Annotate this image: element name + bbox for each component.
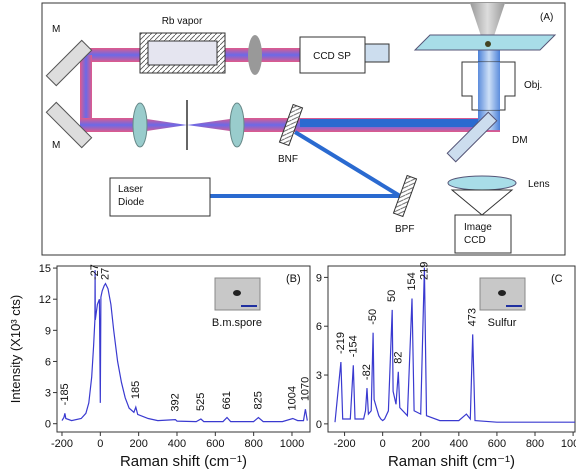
x-tick-label: 0	[97, 438, 103, 450]
lens	[230, 103, 244, 147]
x-tick-label: 400	[450, 438, 468, 450]
camera	[455, 215, 511, 253]
x-axis-label: Raman shift (cm⁻¹)	[120, 453, 247, 470]
lens	[133, 103, 147, 147]
y-tick-label: 6	[316, 321, 322, 333]
chart: 0 3 6 9 -200 0 200 400 600 800 1000 -219-154-82 -50 5…	[316, 262, 576, 470]
spectrum	[62, 270, 307, 422]
peak-label: -219	[335, 332, 347, 354]
peak-label: 392	[169, 393, 181, 411]
y-tick-label: 0	[45, 419, 51, 431]
y-tick-label: 3	[316, 370, 322, 382]
y-tick-label: 3	[45, 388, 51, 400]
x-axis-label: Raman shift (cm⁻¹)	[388, 453, 515, 470]
peak-label: 1004	[287, 386, 299, 410]
x-tick-label: 1000	[561, 438, 576, 450]
peak-label: 825	[252, 391, 264, 409]
x-tick-label: -200	[51, 438, 73, 450]
x-tick-label: 0	[380, 438, 386, 450]
beam	[300, 119, 500, 127]
sample	[485, 41, 491, 47]
camera	[365, 44, 389, 62]
y-axis-label: Intensity (X10³ cts)	[8, 295, 23, 403]
panel-label: (B)	[286, 273, 301, 285]
inset-label: Sulfur	[488, 317, 517, 329]
beam	[80, 55, 92, 125]
figure: M M Rb vapor CCD SP (A) BNF BPF LaserDio…	[0, 0, 576, 471]
x-tick-label: 200	[412, 438, 430, 450]
label: M	[52, 24, 60, 35]
x-tick-label: -200	[334, 438, 356, 450]
peak-label: 525	[195, 393, 207, 411]
inset-particle	[233, 290, 241, 296]
spectrum	[335, 268, 575, 423]
x-tick-label: 600	[488, 438, 506, 450]
y-tick-label: 9	[45, 325, 51, 337]
peak-label: 27	[99, 268, 111, 280]
peak-label: 185	[130, 381, 142, 399]
peak-label: 473	[467, 308, 479, 326]
slide	[415, 35, 555, 50]
label: M	[52, 140, 60, 151]
peak-label: 661	[221, 391, 233, 409]
peak-label: -50	[367, 309, 379, 325]
peak-label: -154	[347, 335, 359, 357]
x-tick-label: 1000	[280, 438, 304, 450]
y-tick-label: 9	[316, 272, 322, 284]
panel-label: (C	[551, 273, 563, 285]
inset-label: B.m.spore	[212, 317, 262, 329]
label: (A)	[540, 12, 553, 23]
lens	[448, 176, 516, 190]
peak-label: 154	[406, 272, 418, 290]
peak-label: 50	[386, 290, 398, 302]
beam	[478, 62, 500, 110]
y-tick-label: 15	[39, 263, 51, 275]
peak-label: -82	[361, 364, 373, 380]
y-tick-label: 6	[45, 356, 51, 368]
label: BNF	[278, 154, 298, 165]
label: BPF	[395, 224, 414, 235]
vapor-cell	[148, 41, 217, 65]
peak-label: -185	[59, 383, 71, 405]
peak-label: 219	[418, 262, 430, 280]
inset-particle	[498, 290, 506, 296]
peak-label: 1070	[299, 377, 311, 401]
x-tick-label: 400	[168, 438, 186, 450]
plot-frame	[328, 266, 575, 432]
label: Rb vapor	[162, 16, 203, 27]
label: Obj.	[524, 80, 542, 91]
label: Lens	[528, 179, 550, 190]
x-tick-label: 800	[244, 438, 262, 450]
x-tick-label: 600	[206, 438, 224, 450]
lens	[248, 35, 262, 75]
peak-label: 82	[392, 352, 404, 364]
y-tick-label: 12	[39, 294, 51, 306]
x-tick-label: 800	[526, 438, 544, 450]
label: DM	[512, 135, 528, 146]
x-tick-label: 200	[129, 438, 147, 450]
label: CCD SP	[313, 51, 351, 62]
y-tick-label: 0	[316, 419, 322, 431]
